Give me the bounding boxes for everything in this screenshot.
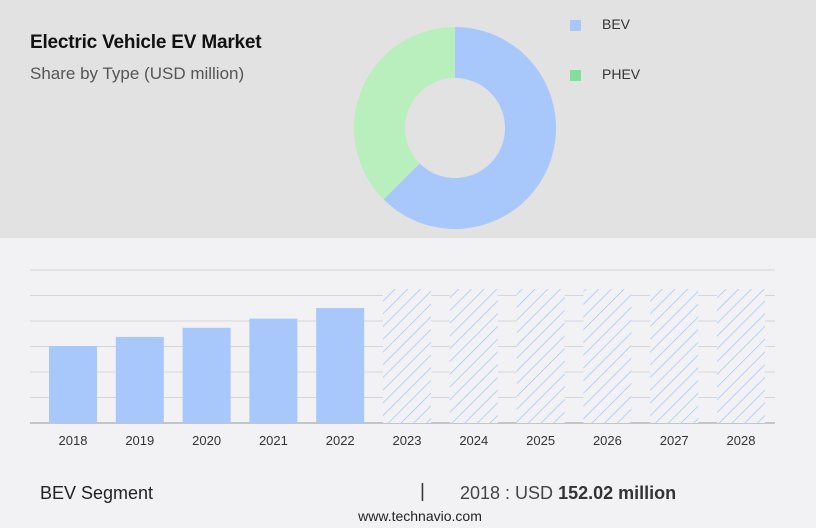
bar-2021[interactable]: [249, 318, 298, 423]
chart-subtitle: Share by Type (USD million): [30, 64, 245, 83]
x-tick-label: 2025: [526, 433, 555, 448]
legend-item-phev[interactable]: PHEV: [570, 66, 640, 82]
donut-chart: [345, 18, 565, 243]
x-tick-label: 2023: [393, 433, 422, 448]
x-tick-label: 2026: [593, 433, 622, 448]
legend-label: PHEV: [602, 66, 641, 82]
x-tick-label: 2020: [192, 433, 221, 448]
legend-swatch-bev-icon: [570, 19, 581, 31]
bar-2025[interactable]: [516, 289, 565, 423]
bar-chart: 2018 2019 2020 2021 2022 2023 2024 2025 2026 2027…: [0, 238, 816, 458]
segment-label: BEV Segment: [40, 483, 154, 503]
bar-2019[interactable]: [115, 336, 164, 423]
footer-separator: |: [420, 481, 425, 502]
bar-2027[interactable]: [650, 289, 699, 423]
donut-slice-phev[interactable]: [354, 27, 455, 200]
bar-2028[interactable]: [717, 289, 765, 423]
segment-value-prefix: 2018 : USD: [460, 483, 559, 503]
bar-2022[interactable]: [316, 308, 365, 423]
x-tick-label: 2019: [125, 433, 154, 448]
x-tick-label: 2022: [326, 433, 355, 448]
x-tick-label: 2018: [59, 433, 88, 448]
bar-2020[interactable]: [182, 327, 231, 423]
x-tick-label: 2024: [459, 433, 488, 448]
bar-2024[interactable]: [449, 289, 498, 423]
legend-swatch-phev-icon: [570, 69, 581, 81]
segment-value-amount: 152.02 million: [558, 483, 677, 503]
bar-2018[interactable]: [49, 346, 97, 423]
bar-2023[interactable]: [383, 289, 431, 423]
x-tick-label: 2028: [727, 433, 756, 448]
legend-label: BEV: [602, 16, 631, 32]
bar-2026[interactable]: [583, 289, 632, 423]
x-tick-label: 2021: [259, 433, 288, 448]
x-tick-label: 2027: [660, 433, 689, 448]
source-url[interactable]: www.technavio.com: [358, 508, 482, 524]
donut-slice-bev[interactable]: [383, 27, 556, 229]
chart-title: Electric Vehicle EV Market: [30, 32, 262, 53]
legend-item-bev[interactable]: BEV: [570, 16, 630, 32]
segment-value: 2018 : USD 152.02 million: [460, 483, 676, 504]
donut-panel: Electric Vehicle EV Market Share by Type…: [0, 0, 816, 238]
